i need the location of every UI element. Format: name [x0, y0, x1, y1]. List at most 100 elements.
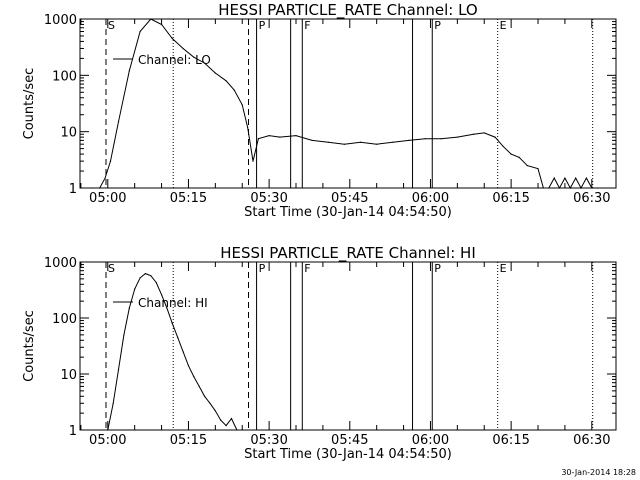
data-point [150, 275, 152, 277]
data-point [204, 62, 206, 64]
y-tick-label: 1 [69, 182, 77, 197]
data-point [483, 132, 485, 134]
y-tick-label: 1000 [44, 256, 77, 271]
data-point [359, 141, 362, 143]
data-point [177, 336, 179, 338]
event-marker-label: P [434, 19, 441, 32]
legend-label: Channel: LO [138, 53, 211, 67]
data-point [575, 177, 577, 179]
data-point [311, 139, 313, 141]
y-axis-label: Counts/sec [22, 310, 37, 382]
data-point [392, 141, 394, 143]
event-marker-label: F [304, 262, 310, 275]
data-point [537, 168, 539, 170]
data-point [134, 288, 136, 290]
y-tick-label: 1000 [44, 13, 77, 28]
timestamp-stamp: 30-Jan-2014 18:28 [561, 468, 636, 477]
data-point [494, 136, 496, 138]
data-point [295, 135, 297, 137]
x-tick-label: 06:30 [573, 191, 610, 206]
x-tick-label: 05:30 [250, 433, 287, 448]
x-tick-label: 05:15 [170, 433, 207, 448]
data-point [214, 72, 216, 74]
data-point [220, 419, 222, 421]
event-marker-label: S [108, 262, 115, 275]
x-tick-label: 05:00 [89, 433, 126, 448]
data-point [241, 104, 243, 106]
y-tick-label: 10 [60, 368, 77, 383]
chart-panel-1: HESSI PARTICLE_RATE Channel: LO 05:00 05:1… [22, 1, 617, 220]
event-marker-label: F [304, 19, 310, 32]
data-point [376, 143, 378, 145]
data-point [182, 47, 184, 50]
data-point [518, 156, 520, 158]
data-point [440, 138, 442, 140]
data-point [104, 177, 106, 179]
data-point [209, 402, 211, 404]
event-marker-label: E [500, 262, 507, 275]
data-point [233, 89, 235, 91]
data-point [144, 273, 146, 275]
data-point [564, 177, 566, 179]
data-point [502, 145, 504, 147]
event-marker-label: E [500, 19, 507, 32]
data-point [80, 187, 82, 189]
event-marker-label: S [108, 19, 115, 32]
data-point [128, 307, 130, 309]
data-point [327, 141, 329, 143]
data-point [241, 429, 243, 431]
data-point [230, 418, 233, 420]
y-tick-label: 100 [52, 69, 77, 84]
data-point [247, 126, 249, 128]
y-axis-label: Counts/sec [22, 68, 37, 140]
data-point [343, 143, 345, 145]
data-point [553, 177, 555, 179]
data-point [408, 139, 410, 141]
data-point [225, 425, 227, 427]
x-tick-label: 06:00 [412, 191, 449, 206]
x-tick-label: 05:15 [170, 191, 207, 206]
data-point [510, 153, 512, 155]
data-point [252, 160, 254, 162]
x-tick-label: 06:15 [492, 433, 529, 448]
data-point [526, 165, 528, 167]
data-point [424, 138, 426, 140]
event-marker-label: P [259, 19, 266, 32]
data-point [112, 402, 114, 404]
data-point [198, 385, 200, 387]
plot-frame [79, 261, 617, 431]
x-tick-label: 06:00 [412, 433, 449, 448]
data-point [107, 429, 109, 431]
x-tick-label: 06:30 [573, 433, 610, 448]
data-point [236, 429, 238, 431]
data-point [117, 121, 120, 123]
data-point [472, 133, 475, 135]
data-point [548, 187, 550, 189]
data-point [580, 187, 582, 189]
data-point [161, 23, 163, 26]
data-point [109, 160, 112, 162]
event-marker-label: P [259, 262, 266, 275]
legend-label: Channel: HI [138, 296, 208, 310]
data-point [193, 56, 195, 58]
data-point [117, 369, 120, 371]
data-point [166, 307, 168, 309]
data-point [214, 410, 216, 412]
data-point [139, 30, 141, 33]
data-point [128, 70, 130, 72]
x-tick-label: 05:45 [331, 191, 368, 206]
data-point [456, 136, 458, 138]
chart-title: HESSI PARTICLE_RATE Channel: HI [220, 244, 476, 263]
data-point [139, 277, 141, 279]
data-point [150, 18, 152, 20]
data-point [569, 187, 571, 189]
data-point [171, 322, 173, 324]
data-point [542, 187, 545, 189]
data-point [161, 294, 163, 296]
data-point [596, 187, 598, 189]
data-point [193, 376, 195, 378]
data-point [268, 135, 270, 137]
x-tick-label: 06:15 [492, 191, 529, 206]
x-tick-label: 05:00 [89, 191, 126, 206]
